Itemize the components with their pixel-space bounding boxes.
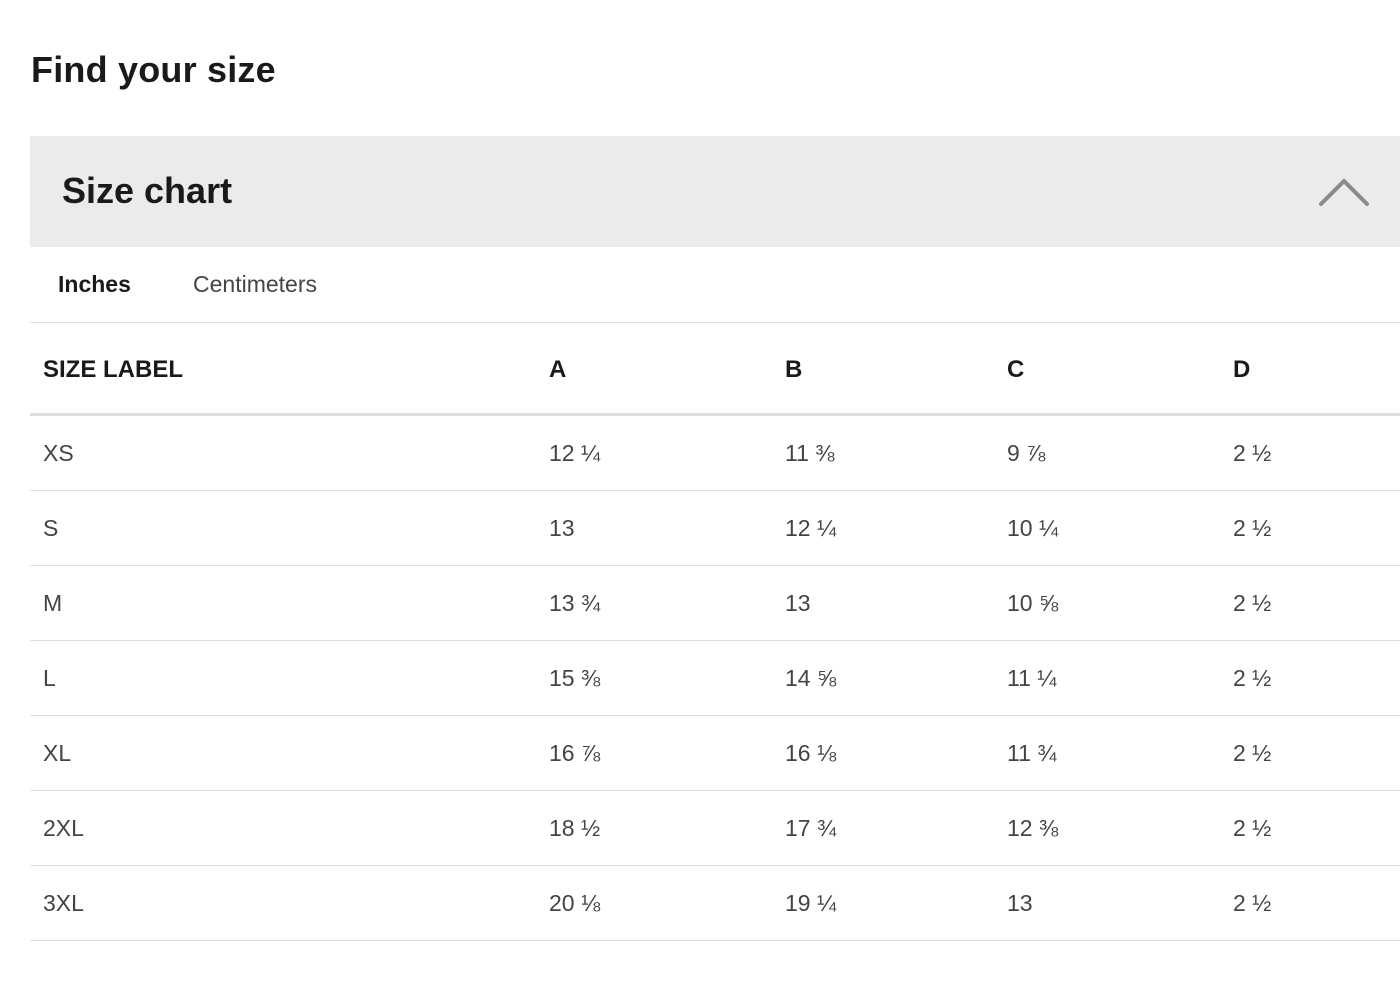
table-row: XS 12 ¼ 11 ⅜ 9 ⅞ 2 ½ xyxy=(30,414,1400,491)
table-cell: 19 ¼ xyxy=(785,865,1007,941)
tab-centimeters[interactable]: Centimeters xyxy=(193,271,317,297)
table-cell: 18 ½ xyxy=(549,790,785,866)
table-cell: 14 ⅝ xyxy=(785,640,1007,716)
table-row: 2XL 18 ½ 17 ¾ 12 ⅜ 2 ½ xyxy=(30,790,1400,866)
tab-inches[interactable]: Inches xyxy=(58,271,131,297)
table-cell: 2 ½ xyxy=(1233,790,1400,866)
page-title: Find your size xyxy=(31,49,276,90)
table-cell: 13 ¾ xyxy=(549,565,785,641)
table-cell: 12 ¼ xyxy=(785,490,1007,566)
table-cell: 15 ⅜ xyxy=(549,640,785,716)
table-cell: 13 xyxy=(549,490,785,566)
table-cell: XL xyxy=(30,715,549,791)
table-cell: XS xyxy=(30,414,549,491)
table-cell: 2 ½ xyxy=(1233,715,1400,791)
table-cell: 16 ⅛ xyxy=(785,715,1007,791)
size-chart-title: Size chart xyxy=(62,170,233,211)
table-cell: 2 ½ xyxy=(1233,490,1400,566)
size-chart-accordion: Size chart Inches Centimeters SIZE LABEL… xyxy=(30,136,1400,941)
table-cell: 20 ⅛ xyxy=(549,865,785,941)
table-row: M 13 ¾ 13 10 ⅝ 2 ½ xyxy=(30,565,1400,641)
table-cell: 2 ½ xyxy=(1233,865,1400,941)
table-cell: 12 ¼ xyxy=(549,414,785,491)
table-cell: 13 xyxy=(1007,865,1233,941)
size-chart-accordion-header[interactable]: Size chart xyxy=(30,136,1400,247)
unit-tabs: Inches Centimeters xyxy=(30,247,1400,323)
table-cell: M xyxy=(30,565,549,641)
column-header-size-label: SIZE LABEL xyxy=(30,323,549,416)
table-cell: 12 ⅜ xyxy=(1007,790,1233,866)
table-row: 3XL 20 ⅛ 19 ¼ 13 2 ½ xyxy=(30,865,1400,941)
table-cell: 2 ½ xyxy=(1233,640,1400,716)
table-row: XL 16 ⅞ 16 ⅛ 11 ¾ 2 ½ xyxy=(30,715,1400,791)
table-cell: 2XL xyxy=(30,790,549,866)
table-row: L 15 ⅜ 14 ⅝ 11 ¼ 2 ½ xyxy=(30,640,1400,716)
table-cell: L xyxy=(30,640,549,716)
table-cell: 11 ¼ xyxy=(1007,640,1233,716)
table-cell: 13 xyxy=(785,565,1007,641)
table-cell: 11 ⅜ xyxy=(785,414,1007,491)
size-table: SIZE LABEL A B C D XS 12 ¼ 11 ⅜ 9 ⅞ 2 ½ … xyxy=(30,323,1400,941)
table-cell: 3XL xyxy=(30,865,549,941)
table-cell: 11 ¾ xyxy=(1007,715,1233,791)
column-header-c: C xyxy=(1007,323,1233,416)
column-header-b: B xyxy=(785,323,1007,416)
table-cell: 10 ⅝ xyxy=(1007,565,1233,641)
table-header-row: SIZE LABEL A B C D xyxy=(30,323,1400,416)
chevron-up-icon[interactable] xyxy=(1318,174,1370,210)
table-cell: 16 ⅞ xyxy=(549,715,785,791)
table-cell: 2 ½ xyxy=(1233,565,1400,641)
column-header-d: D xyxy=(1233,323,1400,416)
table-cell: 17 ¾ xyxy=(785,790,1007,866)
table-row: S 13 12 ¼ 10 ¼ 2 ½ xyxy=(30,490,1400,566)
table-cell: 2 ½ xyxy=(1233,414,1400,491)
table-cell: S xyxy=(30,490,549,566)
column-header-a: A xyxy=(549,323,785,416)
table-cell: 9 ⅞ xyxy=(1007,414,1233,491)
table-cell: 10 ¼ xyxy=(1007,490,1233,566)
